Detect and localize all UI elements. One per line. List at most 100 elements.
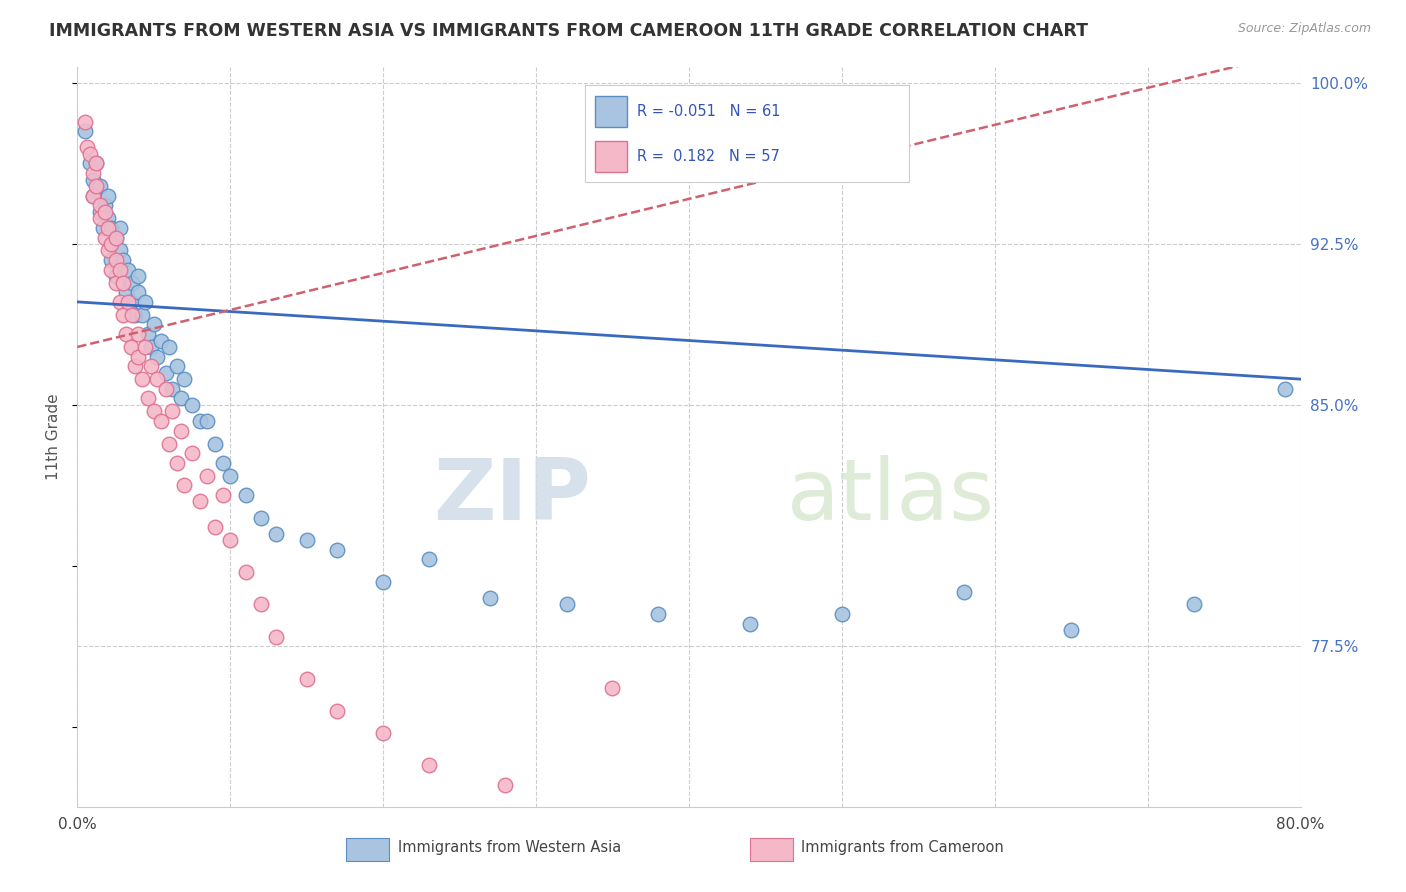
Point [124, 359, 146, 374]
Point [1182, 598, 1205, 612]
Point [157, 340, 180, 354]
Point [104, 230, 127, 244]
Point [602, 681, 624, 695]
Point [173, 372, 195, 386]
Point [79, 156, 101, 170]
Point [139, 359, 162, 374]
Point [134, 340, 156, 354]
Point [418, 758, 440, 772]
Point [155, 382, 177, 396]
Text: Source: ZipAtlas.com: Source: ZipAtlas.com [1237, 22, 1371, 36]
Point [479, 591, 502, 605]
Point [418, 552, 440, 566]
Point [127, 327, 149, 342]
FancyBboxPatch shape [346, 838, 389, 861]
Point [295, 533, 318, 547]
Point [108, 244, 131, 258]
Point [112, 308, 135, 322]
Point [173, 478, 195, 492]
Point [160, 382, 183, 396]
Point [94, 204, 117, 219]
Point [97, 211, 120, 226]
Point [181, 446, 204, 460]
Point [831, 607, 853, 621]
Point [127, 269, 149, 284]
Point [120, 294, 142, 309]
Point [115, 327, 138, 342]
Point [104, 269, 127, 284]
Point [150, 414, 173, 428]
Point [124, 308, 146, 322]
Point [264, 630, 287, 644]
Point [112, 276, 135, 290]
Point [117, 294, 139, 309]
Point [146, 372, 169, 386]
Point [100, 262, 122, 277]
Point [108, 262, 131, 277]
Point [100, 236, 122, 251]
Point [82, 166, 104, 180]
Point [555, 598, 578, 612]
Point [166, 359, 188, 374]
Point [142, 404, 165, 418]
Point [195, 414, 218, 428]
Point [82, 188, 104, 202]
Point [170, 392, 193, 406]
Point [112, 253, 135, 268]
Point [495, 778, 517, 792]
Point [250, 510, 273, 524]
Point [188, 494, 211, 508]
Point [1274, 382, 1296, 396]
Point [76, 140, 98, 154]
Point [108, 220, 131, 235]
Point [84, 179, 107, 194]
Point [100, 253, 122, 268]
Point [73, 114, 96, 128]
Point [131, 372, 153, 386]
Point [82, 188, 104, 202]
FancyBboxPatch shape [751, 838, 793, 861]
Point [97, 188, 120, 202]
Point [264, 526, 287, 541]
Y-axis label: 11th Grade: 11th Grade [46, 393, 62, 481]
Text: IMMIGRANTS FROM WESTERN ASIA VS IMMIGRANTS FROM CAMEROON 11TH GRADE CORRELATION : IMMIGRANTS FROM WESTERN ASIA VS IMMIGRAN… [49, 22, 1088, 40]
Point [127, 350, 149, 364]
Point [219, 468, 242, 483]
Point [235, 488, 257, 502]
Point [104, 230, 127, 244]
Point [89, 211, 111, 226]
Point [139, 340, 162, 354]
Point [104, 253, 127, 268]
Point [146, 350, 169, 364]
Point [94, 230, 117, 244]
Point [204, 520, 226, 534]
Point [142, 318, 165, 332]
Point [131, 308, 153, 322]
Point [195, 468, 218, 483]
Point [120, 340, 142, 354]
Point [121, 308, 143, 322]
Point [89, 204, 111, 219]
Point [326, 542, 349, 557]
Point [160, 404, 183, 418]
Point [157, 436, 180, 450]
Point [89, 198, 111, 212]
Point [115, 285, 138, 300]
Point [121, 276, 143, 290]
Point [108, 294, 131, 309]
Point [89, 179, 111, 194]
Point [136, 392, 159, 406]
Point [211, 456, 233, 470]
Point [112, 276, 135, 290]
Point [104, 276, 127, 290]
Point [295, 672, 318, 686]
Point [97, 244, 120, 258]
Point [100, 220, 122, 235]
Point [219, 533, 242, 547]
Point [166, 456, 188, 470]
Point [371, 726, 394, 740]
Point [136, 327, 159, 342]
Point [181, 398, 204, 412]
Point [211, 488, 233, 502]
Point [647, 607, 669, 621]
